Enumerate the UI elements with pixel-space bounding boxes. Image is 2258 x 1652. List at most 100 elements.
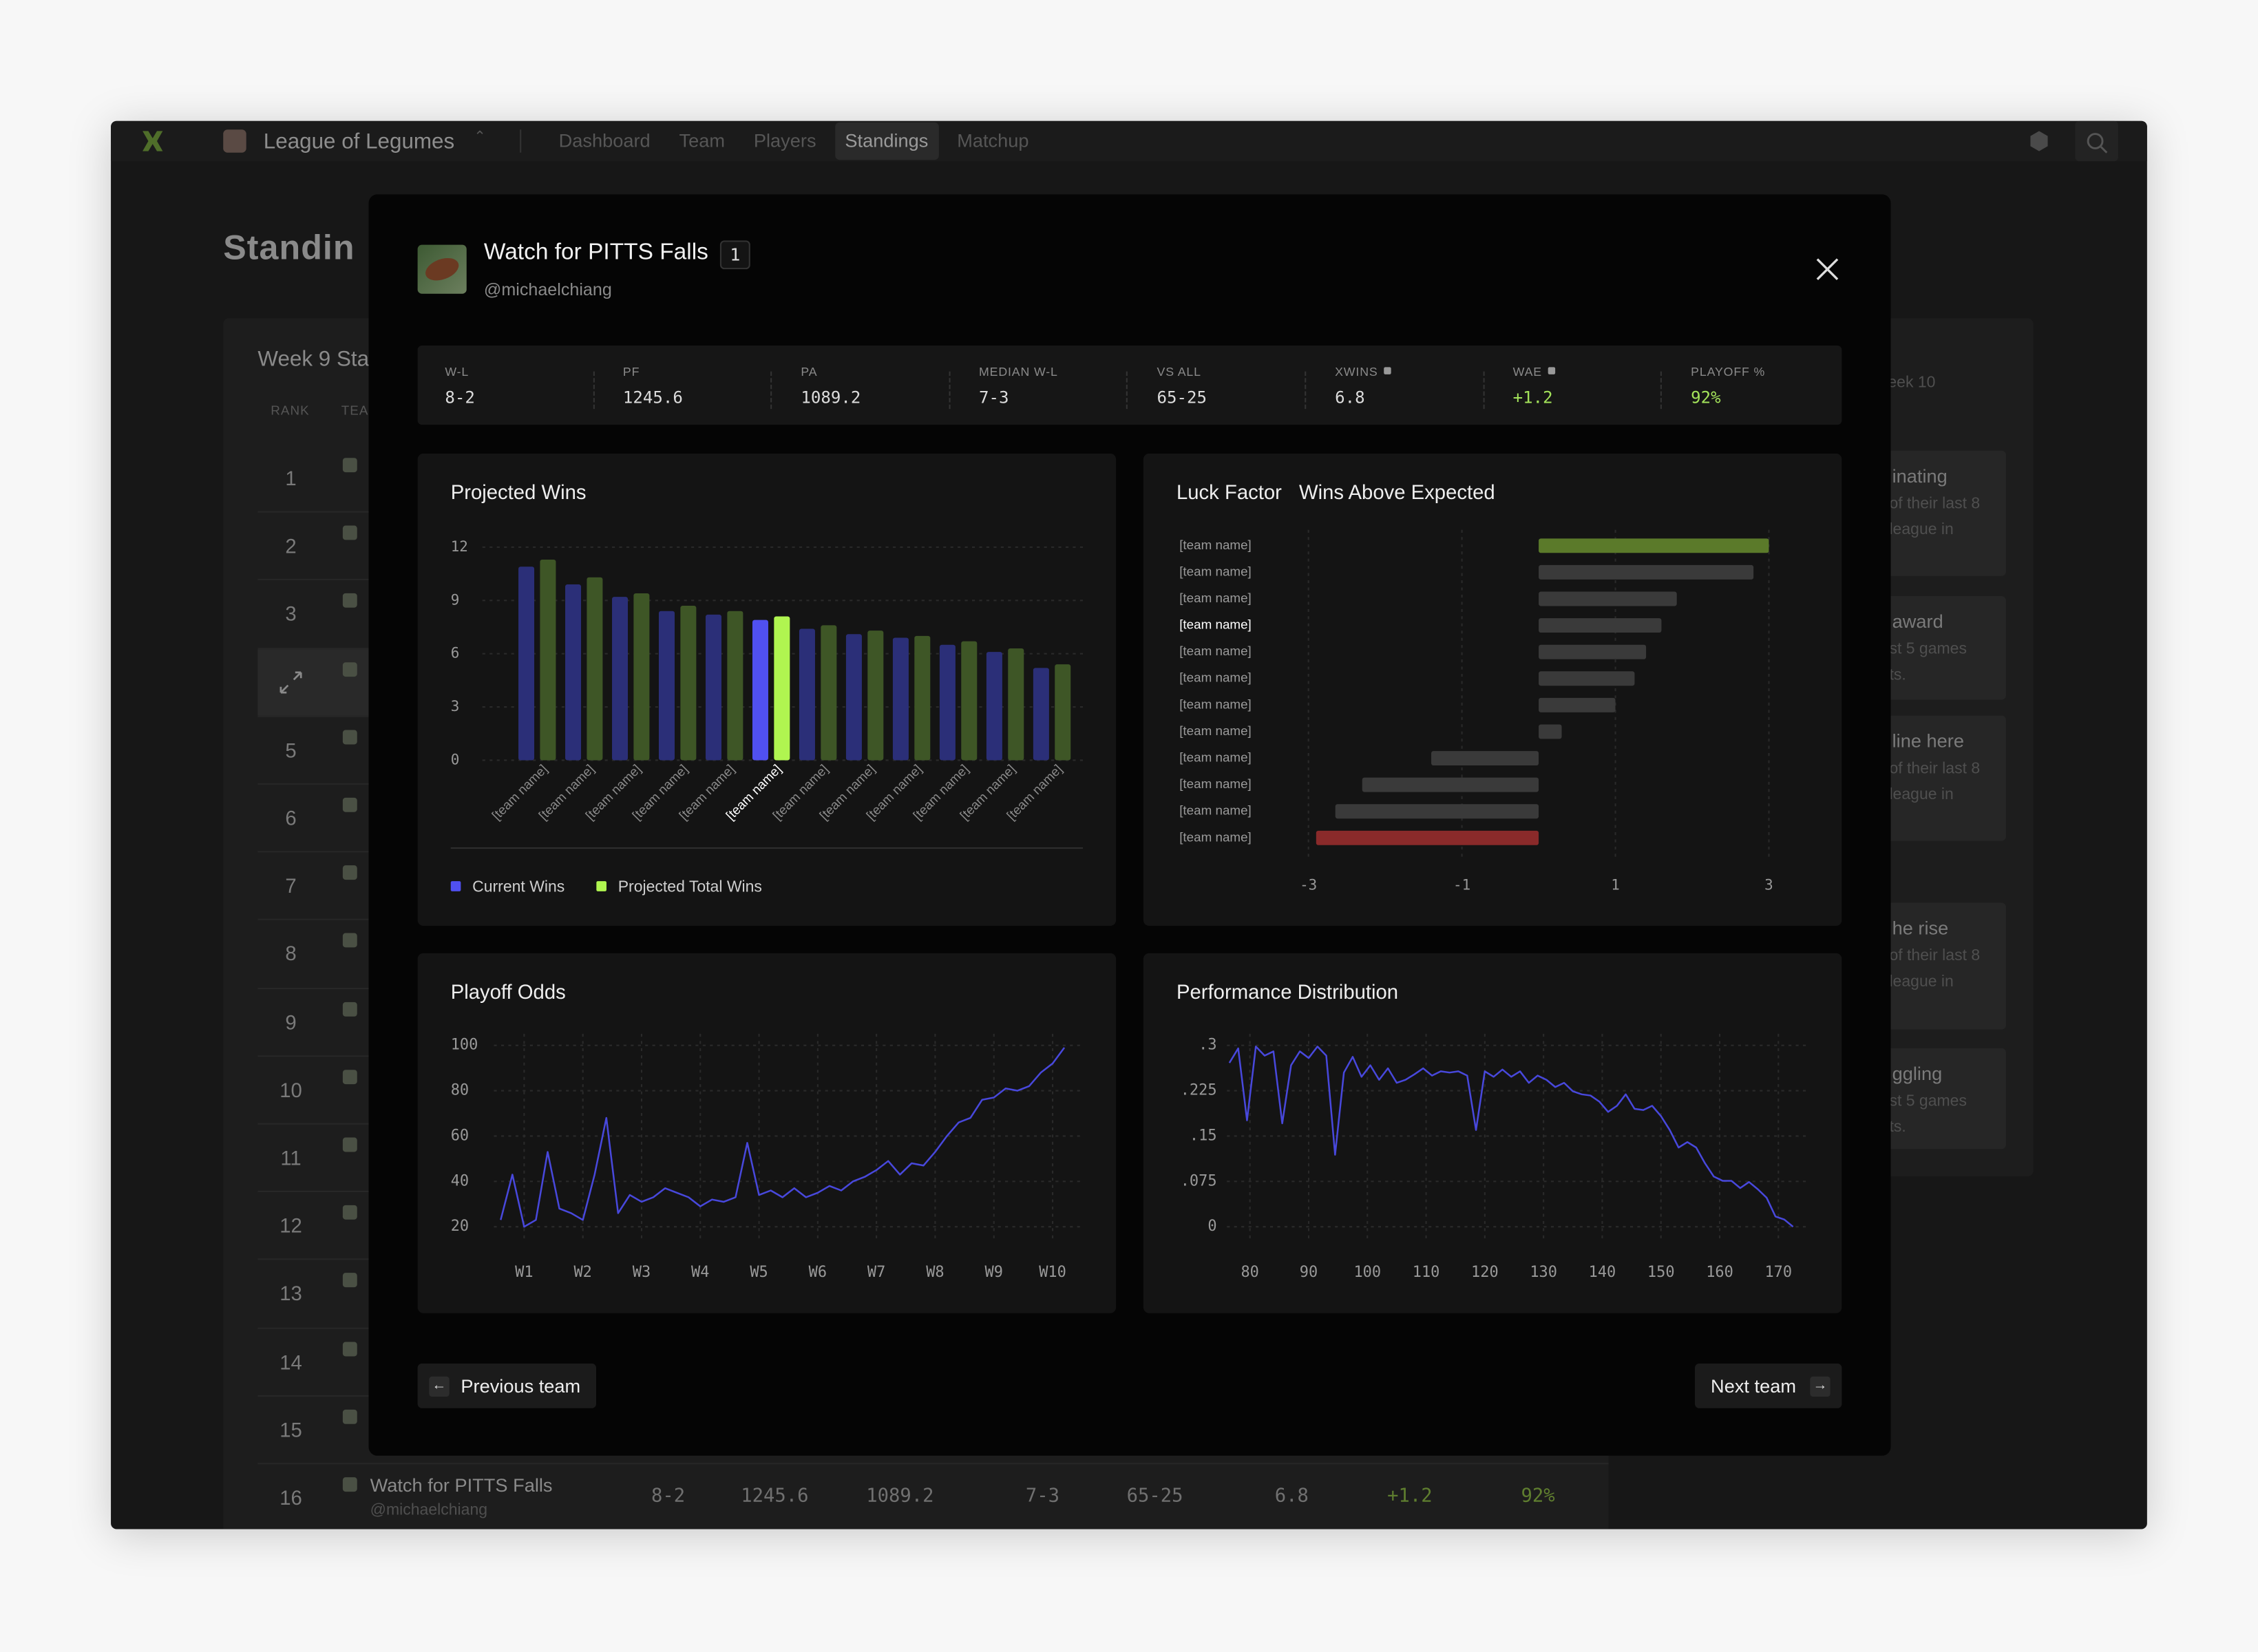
side-card-text: ts. [1889,666,1906,684]
row-avatar [342,865,357,880]
row-avatar [342,933,357,949]
y-tick-label: [team name] [1179,803,1252,818]
expand-icon [279,670,302,693]
legend-label: Current Wins [472,878,564,896]
modal-handle: @michaelchiang [483,279,612,300]
bar [1539,671,1635,686]
nav-item: Players [753,129,816,151]
table-title: Week 9 Sta [257,347,370,372]
row-cell: 6.8 [1274,1485,1309,1508]
y-tick-label: .15 [1190,1127,1217,1144]
stat-label: PA [801,364,818,379]
row-avatar [342,1069,357,1084]
bar [565,584,582,761]
stat-label: W-L [445,364,469,379]
stat-value: 65-25 [1157,387,1207,407]
stat-divider [1660,371,1663,410]
side-card-title: ggling [1892,1062,1943,1085]
x-tick-label: W7 [867,1264,885,1281]
stat-divider [1305,371,1307,410]
bar [587,577,603,761]
row-avatar [342,1273,357,1288]
rank: 15 [279,1417,302,1441]
x-tick-label: 110 [1413,1264,1440,1281]
x-tick-label: 170 [1764,1264,1792,1281]
y-tick-label: [team name] [1179,564,1252,578]
side-card-text: st 5 games [1889,640,1967,658]
x-tick-label: 1 [1611,876,1620,893]
stat-label: MEDIAN W-L [978,364,1058,379]
chart-title: Projected Wins [451,481,587,504]
rank: 12 [279,1214,302,1238]
bar [1316,830,1539,845]
row-avatar [342,1205,357,1220]
bar [774,616,790,761]
chart-subtitle: Wins Above Expected [1299,481,1495,504]
next-arrow: → [1810,1376,1830,1397]
row-avatar [342,1002,357,1016]
stat-value: 8-2 [445,387,475,407]
row-avatar [342,797,357,812]
chart-title: Performance Distribution [1177,981,1398,1004]
x-tick-label: 3 [1764,876,1773,893]
expand-glyph [279,670,302,693]
y-tick-label: 6 [451,645,460,661]
rank: 2 [285,534,297,558]
rank: 11 [280,1146,302,1169]
row-avatar [342,458,357,473]
chart-panel [1143,453,1842,926]
bar [1539,644,1647,659]
x-tick-label: 120 [1471,1264,1499,1281]
y-tick-label: 0 [451,751,460,767]
close-button[interactable] [1816,257,1839,280]
stat-label: WAE [1512,364,1542,379]
side-card-text: league in [1889,786,1954,804]
bar [986,652,1002,761]
x-tick-label: 160 [1706,1264,1733,1281]
league-icon [223,129,246,153]
row-avatar [342,525,357,540]
y-tick-label: [team name] [1179,829,1252,844]
row-cell: 1089.2 [866,1485,934,1508]
y-tick-label: 9 [451,591,460,608]
rank: 10 [279,1078,302,1101]
column-header: RANK [271,403,310,418]
stat-divider [949,371,951,410]
row-cell: +1.2 [1387,1485,1433,1508]
y-tick-label: 80 [451,1082,469,1099]
row-avatar [342,1341,357,1356]
bar [680,606,697,761]
next-label: Next team [1711,1375,1796,1397]
stat-divider [592,371,595,410]
expand-arrows [279,670,302,693]
y-tick-label: [team name] [1179,723,1252,738]
chart-title: Luck Factor [1177,481,1282,504]
rank: 16 [279,1485,302,1510]
search-icon [2087,133,2108,153]
stats-bar: W-L 8-2 PF 1245.6 PA 1089.2 MEDIAN W-L 7-3 VS AL… [417,346,1842,425]
bar [1008,648,1024,761]
stat-value: 6.8 [1335,387,1365,407]
x-tick-label: 100 [1353,1264,1381,1281]
y-tick-label: 12 [451,538,468,555]
nav-item: Matchup [957,129,1029,151]
y-tick-label: [team name] [1179,750,1252,765]
bar [1539,538,1769,553]
bar [1055,664,1071,761]
bar [1362,777,1539,792]
side-card-title: he rise [1892,917,1949,939]
row-avatar [342,593,357,608]
rank: 5 [285,738,297,762]
nav-divider [520,129,522,153]
side-card-title: award [1892,610,1943,633]
x-tick-label: W8 [926,1264,944,1281]
y-tick-label: [team name] [1179,670,1252,685]
y-tick-label: 3 [451,698,460,714]
league-chevron: ⌃ [474,129,486,146]
y-tick-label: 40 [451,1172,469,1189]
row-avatar [342,1137,357,1152]
stat-label: PF [622,364,640,379]
chart-title: Playoff Odds [451,981,566,1004]
x-tick-label: -3 [1300,876,1317,893]
